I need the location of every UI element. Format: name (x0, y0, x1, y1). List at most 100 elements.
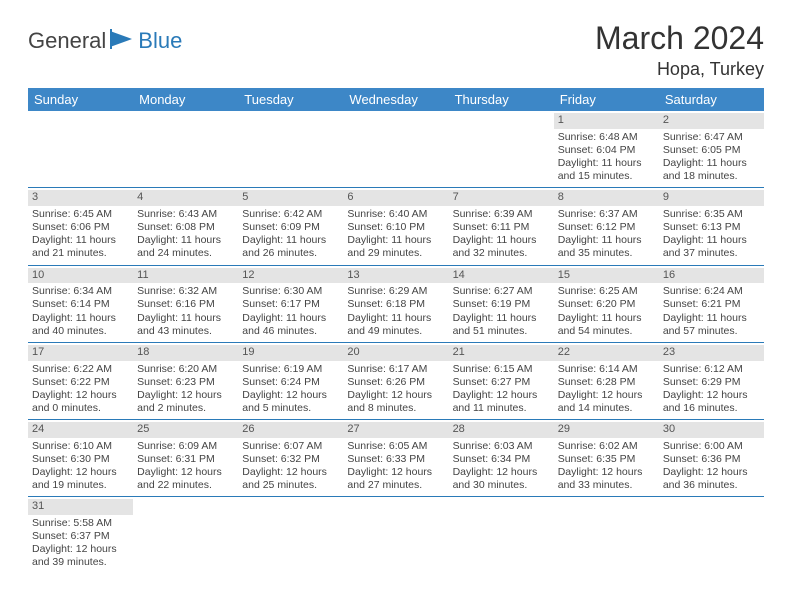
sunrise-text: Sunrise: 5:58 AM (32, 517, 129, 530)
day-number: 14 (449, 268, 554, 284)
sunrise-text: Sunrise: 6:15 AM (453, 363, 550, 376)
daylight-text: Daylight: 12 hours and 25 minutes. (242, 466, 339, 492)
calendar-cell: 25Sunrise: 6:09 AMSunset: 6:31 PMDayligh… (133, 420, 238, 497)
brand-part1: General (28, 28, 106, 54)
sunrise-text: Sunrise: 6:14 AM (558, 363, 655, 376)
brand-logo: General Blue (28, 28, 182, 54)
sunset-text: Sunset: 6:04 PM (558, 144, 655, 157)
calendar-cell: 8Sunrise: 6:37 AMSunset: 6:12 PMDaylight… (554, 188, 659, 265)
calendar-row: 1Sunrise: 6:48 AMSunset: 6:04 PMDaylight… (28, 111, 764, 188)
sunset-text: Sunset: 6:32 PM (242, 453, 339, 466)
sunrise-text: Sunrise: 6:39 AM (453, 208, 550, 221)
daylight-text: Daylight: 12 hours and 33 minutes. (558, 466, 655, 492)
calendar-cell: 18Sunrise: 6:20 AMSunset: 6:23 PMDayligh… (133, 342, 238, 419)
day-number: 11 (133, 268, 238, 284)
daylight-text: Daylight: 11 hours and 24 minutes. (137, 234, 234, 260)
sunrise-text: Sunrise: 6:32 AM (137, 285, 234, 298)
sunrise-text: Sunrise: 6:34 AM (32, 285, 129, 298)
sunrise-text: Sunrise: 6:19 AM (242, 363, 339, 376)
sunset-text: Sunset: 6:28 PM (558, 376, 655, 389)
day-number: 24 (28, 422, 133, 438)
page: General Blue March 2024 Hopa, Turkey Sun… (0, 0, 792, 594)
calendar-cell (659, 497, 764, 574)
daylight-text: Daylight: 11 hours and 51 minutes. (453, 312, 550, 338)
calendar-cell: 23Sunrise: 6:12 AMSunset: 6:29 PMDayligh… (659, 342, 764, 419)
day-number (133, 499, 238, 515)
daylight-text: Daylight: 12 hours and 22 minutes. (137, 466, 234, 492)
sunrise-text: Sunrise: 6:05 AM (347, 440, 444, 453)
day-header: Saturday (659, 88, 764, 111)
day-number: 3 (28, 190, 133, 206)
calendar-cell: 28 Sunrise: 6:03 AMSunset: 6:34 PMDayligh… (449, 420, 554, 497)
daylight-text: Daylight: 11 hours and 35 minutes. (558, 234, 655, 260)
sunset-text: Sunset: 6:05 PM (663, 144, 760, 157)
day-number: 8 (554, 190, 659, 206)
day-number: 16 (659, 268, 764, 284)
daylight-text: Daylight: 12 hours and 2 minutes. (137, 389, 234, 415)
calendar-table: Sunday Monday Tuesday Wednesday Thursday… (28, 88, 764, 574)
sunset-text: Sunset: 6:16 PM (137, 298, 234, 311)
calendar-cell: 12Sunrise: 6:30 AMSunset: 6:17 PMDayligh… (238, 265, 343, 342)
sunset-text: Sunset: 6:37 PM (32, 530, 129, 543)
sunset-text: Sunset: 6:30 PM (32, 453, 129, 466)
day-number (133, 113, 238, 129)
day-header: Monday (133, 88, 238, 111)
day-number (659, 499, 764, 515)
daylight-text: Daylight: 12 hours and 39 minutes. (32, 543, 129, 569)
calendar-cell: 10Sunrise: 6:34 AMSunset: 6:14 PMDayligh… (28, 265, 133, 342)
day-number: 21 (449, 345, 554, 361)
sunset-text: Sunset: 6:10 PM (347, 221, 444, 234)
calendar-cell: 4Sunrise: 6:43 AMSunset: 6:08 PMDaylight… (133, 188, 238, 265)
daylight-text: Daylight: 11 hours and 54 minutes. (558, 312, 655, 338)
day-number: 12 (238, 268, 343, 284)
logo-flag-icon (110, 29, 136, 54)
day-header: Tuesday (238, 88, 343, 111)
calendar-row: 17Sunrise: 6:22 AMSunset: 6:22 PMDayligh… (28, 342, 764, 419)
calendar-cell: 29Sunrise: 6:02 AMSunset: 6:35 PMDayligh… (554, 420, 659, 497)
daylight-text: Daylight: 12 hours and 16 minutes. (663, 389, 760, 415)
calendar-cell (28, 111, 133, 188)
calendar-cell: 20Sunrise: 6:17 AMSunset: 6:26 PMDayligh… (343, 342, 448, 419)
calendar-cell: 13Sunrise: 6:29 AMSunset: 6:18 PMDayligh… (343, 265, 448, 342)
day-number: 27 (343, 422, 448, 438)
sunrise-text: Sunrise: 6:25 AM (558, 285, 655, 298)
calendar-cell (343, 497, 448, 574)
calendar-cell (133, 497, 238, 574)
day-number: 29 (554, 422, 659, 438)
sunrise-text: Sunrise: 6:07 AM (242, 440, 339, 453)
day-number: 30 (659, 422, 764, 438)
calendar-cell: 26Sunrise: 6:07 AMSunset: 6:32 PMDayligh… (238, 420, 343, 497)
calendar-cell: 1Sunrise: 6:48 AMSunset: 6:04 PMDaylight… (554, 111, 659, 188)
sunrise-text: Sunrise: 6:45 AM (32, 208, 129, 221)
daylight-text: Daylight: 11 hours and 18 minutes. (663, 157, 760, 183)
calendar-cell: 24Sunrise: 6:10 AMSunset: 6:30 PMDayligh… (28, 420, 133, 497)
day-number: 28 (449, 422, 554, 438)
day-number: 22 (554, 345, 659, 361)
sunset-text: Sunset: 6:24 PM (242, 376, 339, 389)
sunset-text: Sunset: 6:12 PM (558, 221, 655, 234)
daylight-text: Daylight: 12 hours and 30 minutes. (453, 466, 550, 492)
day-number (449, 113, 554, 129)
daylight-text: Daylight: 11 hours and 15 minutes. (558, 157, 655, 183)
brand-part2: Blue (138, 28, 182, 54)
sunrise-text: Sunrise: 6:24 AM (663, 285, 760, 298)
sunrise-text: Sunrise: 6:17 AM (347, 363, 444, 376)
sunset-text: Sunset: 6:33 PM (347, 453, 444, 466)
day-number (449, 499, 554, 515)
sunrise-text: Sunrise: 6:43 AM (137, 208, 234, 221)
sunrise-text: Sunrise: 6:03 AM (453, 440, 550, 453)
daylight-text: Daylight: 11 hours and 40 minutes. (32, 312, 129, 338)
day-number (238, 499, 343, 515)
title-block: March 2024 Hopa, Turkey (595, 20, 764, 80)
calendar-cell: 15Sunrise: 6:25 AMSunset: 6:20 PMDayligh… (554, 265, 659, 342)
calendar-cell (238, 497, 343, 574)
sunset-text: Sunset: 6:34 PM (453, 453, 550, 466)
daylight-text: Daylight: 11 hours and 32 minutes. (453, 234, 550, 260)
day-number: 23 (659, 345, 764, 361)
sunrise-text: Sunrise: 6:40 AM (347, 208, 444, 221)
day-number (238, 113, 343, 129)
day-header: Sunday (28, 88, 133, 111)
calendar-cell: 7Sunrise: 6:39 AMSunset: 6:11 PMDaylight… (449, 188, 554, 265)
sunset-text: Sunset: 6:22 PM (32, 376, 129, 389)
day-number: 17 (28, 345, 133, 361)
